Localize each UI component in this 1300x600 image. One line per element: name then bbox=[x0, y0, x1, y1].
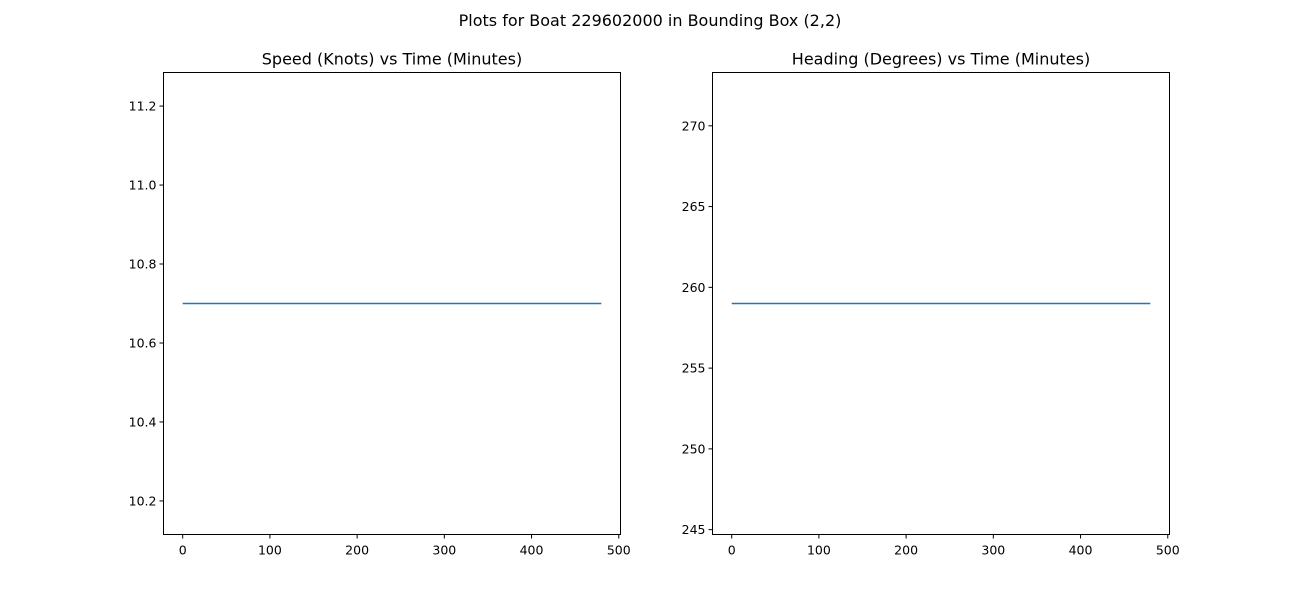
speed-y-tick-label: 11.0 bbox=[129, 178, 157, 193]
heading-x-tick-label: 400 bbox=[1069, 543, 1093, 558]
heading-chart-title: Heading (Degrees) vs Time (Minutes) bbox=[792, 50, 1090, 69]
speed-plot: Speed (Knots) vs Time (Minutes) 0 100 200 30… bbox=[129, 50, 631, 558]
heading-y-tick-label: 245 bbox=[682, 522, 706, 537]
speed-x-tick-label: 200 bbox=[345, 543, 369, 558]
heading-plot: Heading (Degrees) vs Time (Minutes) 0 100 2… bbox=[682, 50, 1180, 558]
heading-y-tick-label: 270 bbox=[682, 118, 706, 133]
heading-x-tick-label: 100 bbox=[807, 543, 831, 558]
speed-axes-frame bbox=[163, 72, 621, 535]
heading-x-tick-label: 500 bbox=[1156, 543, 1180, 558]
speed-x-tick-label: 500 bbox=[607, 543, 631, 558]
heading-axes-frame bbox=[712, 72, 1170, 535]
speed-x-tick-label: 0 bbox=[179, 543, 187, 558]
speed-y-tick-label: 10.8 bbox=[129, 257, 157, 272]
figure-suptitle: Plots for Boat 229602000 in Bounding Box… bbox=[459, 11, 842, 30]
heading-y-tick-label: 250 bbox=[682, 441, 706, 456]
speed-chart-title: Speed (Knots) vs Time (Minutes) bbox=[262, 50, 522, 69]
speed-y-tick-label: 10.4 bbox=[129, 414, 157, 429]
speed-y-tick-label: 10.2 bbox=[129, 493, 157, 508]
heading-y-tick-label: 265 bbox=[682, 199, 706, 214]
speed-y-tick-label: 10.6 bbox=[129, 335, 157, 350]
heading-x-tick-label: 300 bbox=[981, 543, 1005, 558]
heading-y-tick-label: 255 bbox=[682, 361, 706, 376]
speed-x-tick-label: 100 bbox=[258, 543, 282, 558]
speed-y-tick-label: 11.2 bbox=[129, 99, 157, 114]
speed-x-tick-label: 400 bbox=[520, 543, 544, 558]
speed-x-tick-label: 300 bbox=[432, 543, 456, 558]
heading-y-tick-label: 260 bbox=[682, 280, 706, 295]
heading-x-tick-label: 200 bbox=[894, 543, 918, 558]
heading-x-tick-label: 0 bbox=[728, 543, 736, 558]
